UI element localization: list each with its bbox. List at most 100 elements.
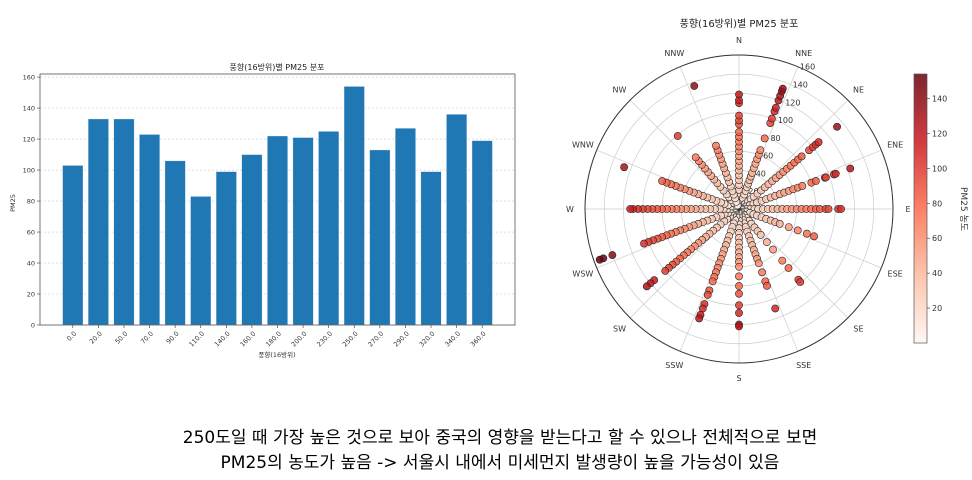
- bar: [215, 171, 237, 326]
- bar: [343, 86, 365, 326]
- x-tick-label: 230.0: [315, 330, 334, 349]
- x-tick-label: 90.0: [165, 330, 181, 346]
- bar: [318, 131, 340, 326]
- y-tick-label: 140: [23, 105, 35, 113]
- colorbar-tick-label: 140: [932, 94, 947, 103]
- scatter-point: [735, 301, 743, 310]
- colorbar-tick-label: 120: [932, 129, 947, 138]
- scatter-point: [626, 205, 635, 213]
- bar: [139, 134, 161, 326]
- scatter-point: [756, 146, 765, 155]
- polar-chart-title: 풍향(16방위)별 PM25 분포: [680, 17, 799, 30]
- scatter-point: [620, 163, 629, 172]
- scatter-point: [691, 153, 700, 162]
- x-tick-label: 140.0: [213, 330, 232, 349]
- bar: [446, 113, 468, 326]
- scatter-point: [778, 256, 787, 265]
- direction-label: NNW: [664, 49, 684, 58]
- y-tick-label: 20: [27, 291, 35, 299]
- plot-frame: [39, 73, 516, 326]
- scatter-point: [771, 103, 780, 112]
- scatter-point: [754, 259, 763, 268]
- scatter-point: [797, 152, 806, 161]
- scatter-point: [796, 278, 805, 286]
- bar-x-label: 풍향(16방위): [258, 350, 295, 359]
- x-tick-label: 180.0: [264, 330, 283, 349]
- polar-chart: 풍향(16방위)별 PM25 분포 PM25 농도 20 40 60 80 100 120…: [566, 17, 969, 383]
- radial-tick-label: 140: [793, 81, 808, 90]
- scatter-point: [810, 232, 818, 241]
- x-tick-label: 160.0: [239, 330, 258, 349]
- x-tick-label: 70.0: [139, 330, 155, 346]
- y-tick-label: 0: [31, 322, 35, 330]
- scatter-point: [833, 122, 841, 131]
- x-tick-label: 270.0: [366, 330, 385, 349]
- scatter-point: [778, 84, 787, 93]
- x-tick-label: 320.0: [418, 330, 437, 349]
- scatter-point: [775, 219, 784, 228]
- scatter-point: [735, 282, 743, 290]
- colorbar-tick-label: 80: [932, 199, 942, 208]
- colorbar-tick-label: 40: [932, 269, 942, 278]
- scatter-point: [811, 177, 820, 185]
- y-tick-label: 120: [23, 136, 35, 144]
- scatter-point: [658, 177, 667, 185]
- scatter-point: [784, 264, 793, 272]
- radial-tick-label: 160: [800, 63, 815, 72]
- direction-label: ESE: [888, 270, 903, 279]
- scatter-point: [640, 239, 648, 248]
- radial-tick-label: 20: [748, 187, 758, 196]
- direction-label: WNW: [572, 140, 594, 149]
- direction-label: E: [905, 205, 910, 214]
- direction-label: SSE: [796, 361, 811, 370]
- y-tick-label: 100: [23, 167, 35, 175]
- direction-label: ENE: [887, 140, 903, 149]
- y-tick-label: 60: [27, 229, 35, 237]
- polar-frame: [584, 54, 894, 364]
- colorbar-tick-label: 100: [932, 164, 947, 173]
- scatter-point: [673, 132, 682, 140]
- direction-label: NNE: [795, 49, 812, 58]
- bar: [394, 127, 416, 326]
- scatter-point: [758, 268, 766, 277]
- colorbar: [913, 73, 928, 344]
- x-tick-label: 110.0: [187, 330, 206, 349]
- bar-chart: 풍향(16방위)별 PM25 분포 풍향(16방위) PM25 0 20 40 60 8…: [9, 62, 516, 359]
- scatter-point: [608, 251, 617, 259]
- bar: [369, 149, 391, 326]
- bar: [87, 118, 109, 326]
- radial-tick-label: 100: [778, 116, 793, 125]
- bar: [241, 154, 263, 326]
- x-tick-label: 340.0: [443, 330, 462, 349]
- scatter-point: [837, 205, 845, 213]
- caption-line-1: 250도일 때 가장 높은 것으로 보아 중국의 영향을 받는다고 할 수 있으…: [182, 428, 818, 448]
- scatter-point: [802, 229, 811, 238]
- scatter-point: [771, 304, 780, 313]
- direction-label: N: [736, 36, 742, 45]
- scatter-point: [595, 255, 604, 264]
- scatter-point: [793, 226, 802, 235]
- scatter-point: [735, 90, 743, 99]
- scatter-point: [831, 169, 840, 178]
- scatter-point: [846, 164, 855, 173]
- bar: [292, 137, 314, 326]
- radial-tick-label: 40: [756, 169, 766, 178]
- y-tick-label: 160: [23, 74, 35, 82]
- radial-tick-label: 120: [785, 98, 800, 107]
- colorbar-label: PM25 농도: [958, 187, 969, 231]
- colorbar-tick-label: 20: [932, 304, 942, 313]
- scatter-point: [763, 281, 771, 290]
- direction-label: SE: [853, 325, 863, 334]
- scatter-point: [769, 245, 777, 254]
- scatter-point: [642, 282, 651, 291]
- bar: [164, 160, 186, 326]
- bar: [266, 135, 289, 326]
- x-tick-label: 50.0: [113, 330, 129, 346]
- direction-label: NW: [613, 85, 627, 94]
- bar: [471, 140, 493, 326]
- x-tick-label: 0.0: [65, 330, 78, 343]
- scatter-point: [735, 111, 743, 120]
- scatter-point: [768, 114, 776, 123]
- x-tick-label: 200.0: [290, 330, 309, 349]
- y-tick-label: 80: [27, 198, 35, 206]
